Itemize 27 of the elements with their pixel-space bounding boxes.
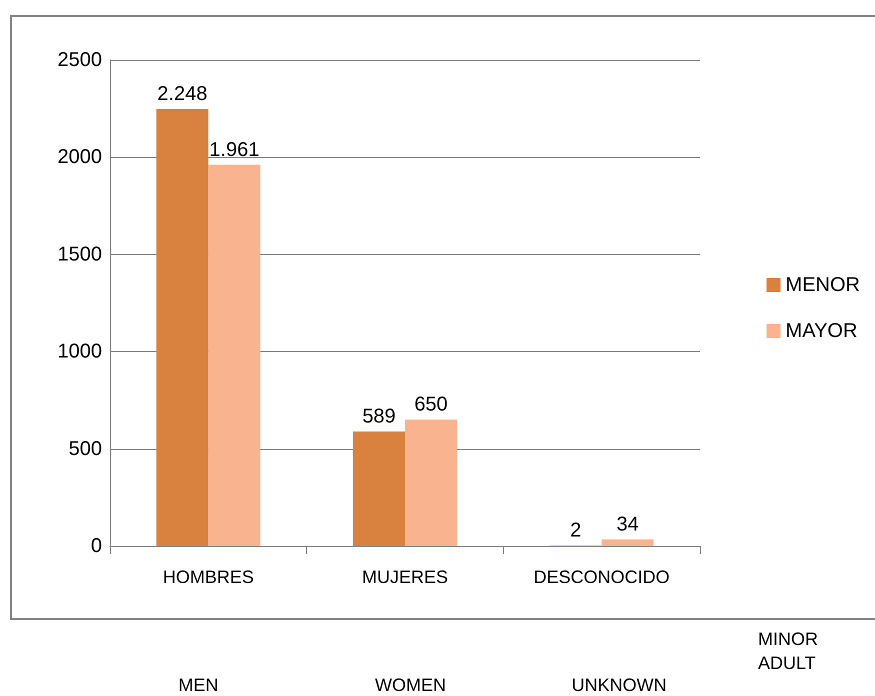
bar	[405, 420, 457, 546]
data-label: 650	[414, 394, 448, 416]
legend-label: MENOR	[786, 274, 860, 296]
data-label: 34	[616, 513, 639, 536]
bar	[208, 164, 260, 546]
y-tick-label: 500	[68, 438, 102, 460]
bar	[353, 432, 405, 546]
legend-label: MAYOR	[786, 320, 858, 342]
text: MINOR	[758, 629, 818, 649]
data-label: 2.248	[157, 82, 208, 105]
text: ADULT	[758, 653, 816, 673]
y-tick-label: 1500	[58, 243, 102, 266]
x-tick-label: HOMBRES	[162, 567, 254, 587]
text: UNKNOWN	[572, 675, 667, 695]
bar	[602, 539, 654, 546]
data-label: 589	[362, 406, 396, 428]
y-tick-label: 2000	[58, 146, 102, 168]
y-tick-label: 1000	[58, 340, 102, 363]
data-label: 1.961	[209, 138, 260, 161]
y-tick-label: 0	[90, 535, 102, 557]
text: WOMEN	[375, 675, 446, 695]
text: MEN	[178, 675, 218, 695]
bar	[156, 108, 208, 546]
x-tick-label: DESCONOCIDO	[534, 567, 670, 587]
y-tick-label: 2500	[58, 49, 102, 71]
x-tick-label: MUJERES	[362, 567, 448, 587]
data-label: 2	[570, 520, 582, 542]
